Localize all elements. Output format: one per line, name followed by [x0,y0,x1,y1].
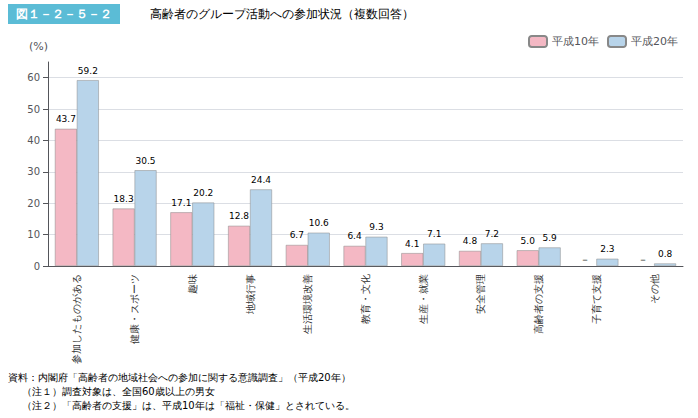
svg-text:24.4: 24.4 [251,175,271,185]
svg-text:平成10年: 平成10年 [552,35,599,48]
svg-text:10: 10 [27,229,40,240]
svg-text:12.8: 12.8 [229,211,249,221]
svg-text:平成20年: 平成20年 [631,35,678,48]
svg-text:10.6: 10.6 [309,218,329,228]
svg-text:20.2: 20.2 [193,188,213,198]
svg-text:高齢者のグループ活動への参加状況（複数回答）: 高齢者のグループ活動への参加状況（複数回答） [150,7,414,21]
svg-text:資料：内閣府「高齢者の地域社会への参加に関する意識調査」（平: 資料：内閣府「高齢者の地域社会への参加に関する意識調査」（平成20年） [8,372,351,383]
svg-text:6.4: 6.4 [347,231,362,241]
svg-text:60: 60 [27,72,40,83]
svg-text:生産・就業: 生産・就業 [418,274,429,324]
svg-text:（注２）「高齢者の支援」は、平成10年は「福祉・保健」とされ: （注２）「高齢者の支援」は、平成10年は「福祉・保健」とされている。 [22,400,355,411]
svg-text:安全管理: 安全管理 [475,274,486,314]
svg-text:6.7: 6.7 [290,230,304,240]
svg-text:18.3: 18.3 [114,194,134,204]
svg-text:5.0: 5.0 [521,236,536,246]
svg-text:30: 30 [27,166,40,177]
svg-text:健康・スポーツ: 健康・スポーツ [129,274,140,344]
svg-text:0: 0 [34,261,40,272]
svg-text:(%): (%) [29,40,48,53]
svg-text:－: － [580,254,590,265]
svg-text:地域行事: 地域行事 [245,274,256,315]
svg-text:7.1: 7.1 [427,229,441,239]
svg-text:59.2: 59.2 [78,66,98,76]
svg-text:0.8: 0.8 [658,249,673,259]
svg-text:5.9: 5.9 [542,233,557,243]
svg-text:4.8: 4.8 [463,236,478,246]
svg-text:20: 20 [27,198,40,209]
svg-text:子育て支援: 子育て支援 [591,274,602,324]
svg-text:参加したものがある: 参加したものがある [71,274,82,364]
svg-text:（注１）調査対象は、全国60歳以上の男女: （注１）調査対象は、全国60歳以上の男女 [22,386,215,397]
svg-text:2.3: 2.3 [600,244,614,254]
svg-text:17.1: 17.1 [171,198,191,208]
svg-text:図１－２－５－２: 図１－２－５－２ [16,7,112,21]
svg-text:9.3: 9.3 [369,222,383,232]
svg-text:40: 40 [27,135,40,146]
svg-text:趣味: 趣味 [187,274,198,294]
svg-text:その他: その他 [649,274,660,304]
svg-text:4.1: 4.1 [405,239,419,249]
svg-text:生活環境改善: 生活環境改善 [302,274,313,334]
svg-text:7.2: 7.2 [485,229,499,239]
svg-text:43.7: 43.7 [56,114,76,124]
svg-text:教育・文化: 教育・文化 [360,274,371,324]
svg-text:－: － [638,254,648,265]
svg-text:30.5: 30.5 [136,156,156,166]
svg-text:高齢者の支援: 高齢者の支援 [533,274,544,334]
svg-text:50: 50 [27,104,40,115]
